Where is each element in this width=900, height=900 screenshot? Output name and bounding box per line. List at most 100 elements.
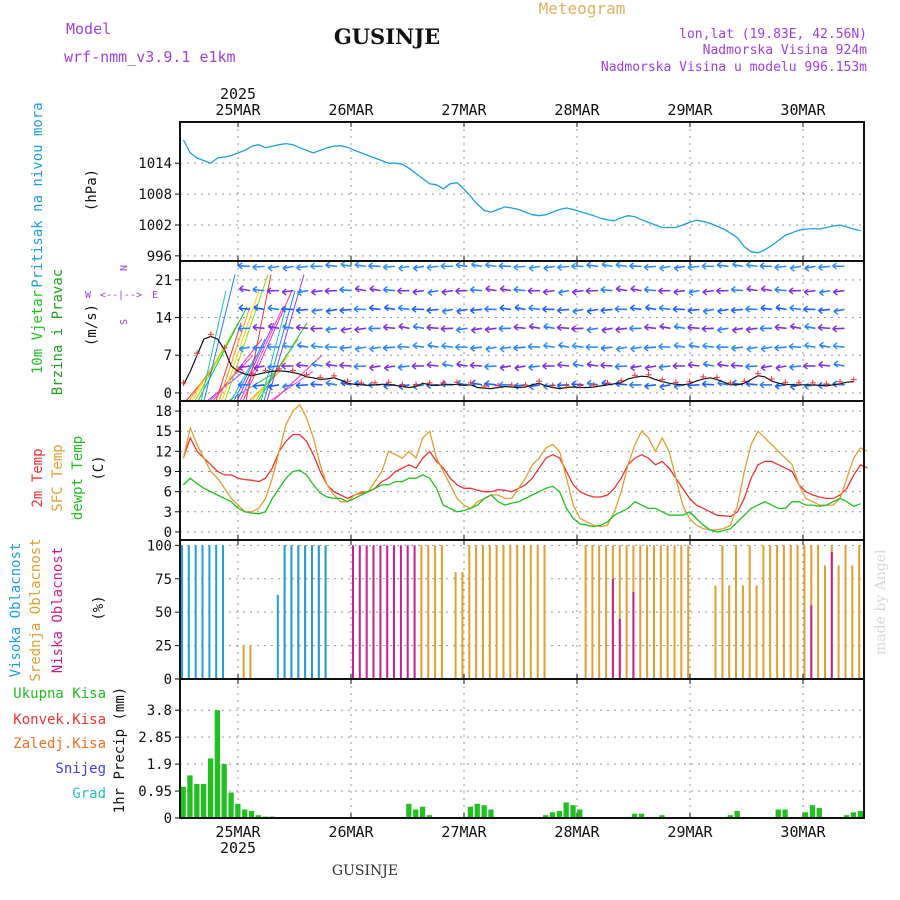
- wind-arrow-head: [702, 342, 708, 347]
- wind-arrow: [774, 265, 787, 269]
- wind-arrow-head: [759, 381, 765, 386]
- wind-arrow-head: [354, 329, 360, 334]
- wind-arrow-head: [585, 287, 591, 292]
- wind-arrow-head: [644, 382, 650, 387]
- y-tick-label: 100: [147, 538, 172, 554]
- wind-arrow-head: [832, 288, 838, 293]
- wind-arrow: [833, 308, 845, 313]
- mid-cloud-bar: [427, 545, 430, 679]
- wind-arrow-head: [368, 304, 374, 309]
- wind-arrow: [717, 363, 729, 367]
- wind-barb: [197, 306, 248, 402]
- wind-arrow-head: [498, 262, 504, 267]
- wind-arrow-head: [658, 345, 664, 351]
- wind-arrow: [659, 325, 671, 330]
- y-tick-label: 14: [155, 311, 172, 327]
- footer-station: GUSINJE: [332, 863, 398, 879]
- wind-arrow-head: [266, 290, 272, 295]
- wind-arrow-head: [833, 360, 839, 365]
- wind-arrow-head: [427, 344, 433, 349]
- wind-arrow: [282, 384, 294, 388]
- wind-arrow: [543, 344, 555, 348]
- wind-arrow-head: [716, 346, 721, 351]
- wind-arrow-head: [513, 344, 519, 349]
- wind-arrow-head: [252, 285, 258, 291]
- wind-arrow-head: [817, 326, 823, 332]
- wind-arrow-head: [368, 327, 373, 333]
- wind-arrow-head: [237, 384, 243, 389]
- wind-arrow: [558, 344, 570, 348]
- wind-arrow: [383, 288, 396, 292]
- wind-arrow-head: [775, 364, 781, 369]
- mid-cloud-bar: [687, 545, 690, 679]
- precip-bar: [214, 710, 220, 818]
- wind-arrow-head: [819, 344, 824, 349]
- wind-arrow-head: [717, 310, 723, 315]
- wind-arrow-head: [310, 345, 316, 350]
- wind-arrow-head: [558, 291, 563, 297]
- wind-arrow-head: [295, 326, 301, 331]
- wind-arrow-head: [484, 380, 490, 385]
- wind-arrow: [600, 308, 613, 312]
- wind-arrow-head: [645, 364, 650, 369]
- wind-arrow-head: [615, 288, 621, 293]
- wind-arrow-head: [238, 288, 244, 293]
- mid-cloud-bar: [837, 565, 840, 679]
- wind-arrow: [572, 345, 584, 348]
- wind-arrow: [369, 346, 381, 350]
- high-cloud-bar: [187, 545, 190, 679]
- wind-arrow: [746, 288, 758, 292]
- wind-arrow-head: [527, 287, 533, 292]
- wind-arrow-head: [528, 267, 534, 272]
- wind-arrow-head: [832, 380, 838, 385]
- top-date-labels: 25MAR 26MAR 27MAR 28MAR 29MAR 30MAR: [215, 101, 826, 119]
- precip-bar: [248, 810, 255, 818]
- mid-cloud-bar: [536, 545, 539, 679]
- wind-arrow-head: [804, 341, 810, 347]
- wind-arrow-head: [528, 366, 534, 371]
- wind-arrow-head: [238, 364, 244, 369]
- wind-arrow-head: [789, 322, 795, 328]
- wind-arrow-head: [514, 303, 520, 309]
- high-cloud-bar: [283, 545, 286, 679]
- wind-arrow: [326, 363, 338, 367]
- wind-arrow: [731, 346, 744, 350]
- wind-arrow-head: [731, 347, 736, 352]
- wind-arrow-head: [426, 266, 432, 272]
- wind-barb: [191, 338, 230, 402]
- wind-arrow-head: [760, 364, 766, 369]
- wind-arrow-head: [237, 262, 243, 267]
- wind-arrow-head: [643, 289, 649, 294]
- low-cloud-bar: [399, 545, 402, 679]
- wind-arrow: [717, 308, 729, 313]
- wind-arrow: [761, 288, 773, 292]
- wind-arrow-head: [558, 341, 563, 346]
- wind-arrow-head: [760, 285, 766, 290]
- wind-arrow-head: [456, 329, 461, 334]
- wind-arrow-head: [441, 360, 447, 365]
- wind-arrow-head: [498, 381, 504, 386]
- mid-cloud-bar: [468, 545, 471, 679]
- wind-arrow-head: [557, 263, 562, 269]
- wind-arrow-head: [295, 306, 301, 311]
- wind-arrow: [397, 345, 410, 348]
- wind-arrow: [268, 384, 280, 388]
- wind-arrow-head: [556, 381, 562, 387]
- wind-arrow-head: [426, 263, 432, 269]
- wind-arrow-head: [804, 326, 810, 331]
- wind-arrow-head: [484, 383, 490, 388]
- wind-arrow-head: [484, 329, 490, 334]
- compass-cross: <--|-->: [100, 290, 142, 301]
- wind-arrow: [630, 288, 642, 292]
- wind-arrow-head: [832, 291, 838, 296]
- wind-arrow-head: [688, 341, 694, 346]
- wind-arrow-head: [441, 345, 447, 350]
- wind-arrow: [412, 289, 425, 293]
- mid-cloud-bar: [803, 545, 806, 679]
- wind-arrow-head: [529, 386, 534, 391]
- wind-arrow: [600, 288, 613, 292]
- wind-arrow-head: [717, 363, 723, 368]
- wind-arrow: [529, 325, 541, 330]
- compass-e: E: [152, 290, 158, 301]
- wind-arrow-head: [658, 307, 664, 312]
